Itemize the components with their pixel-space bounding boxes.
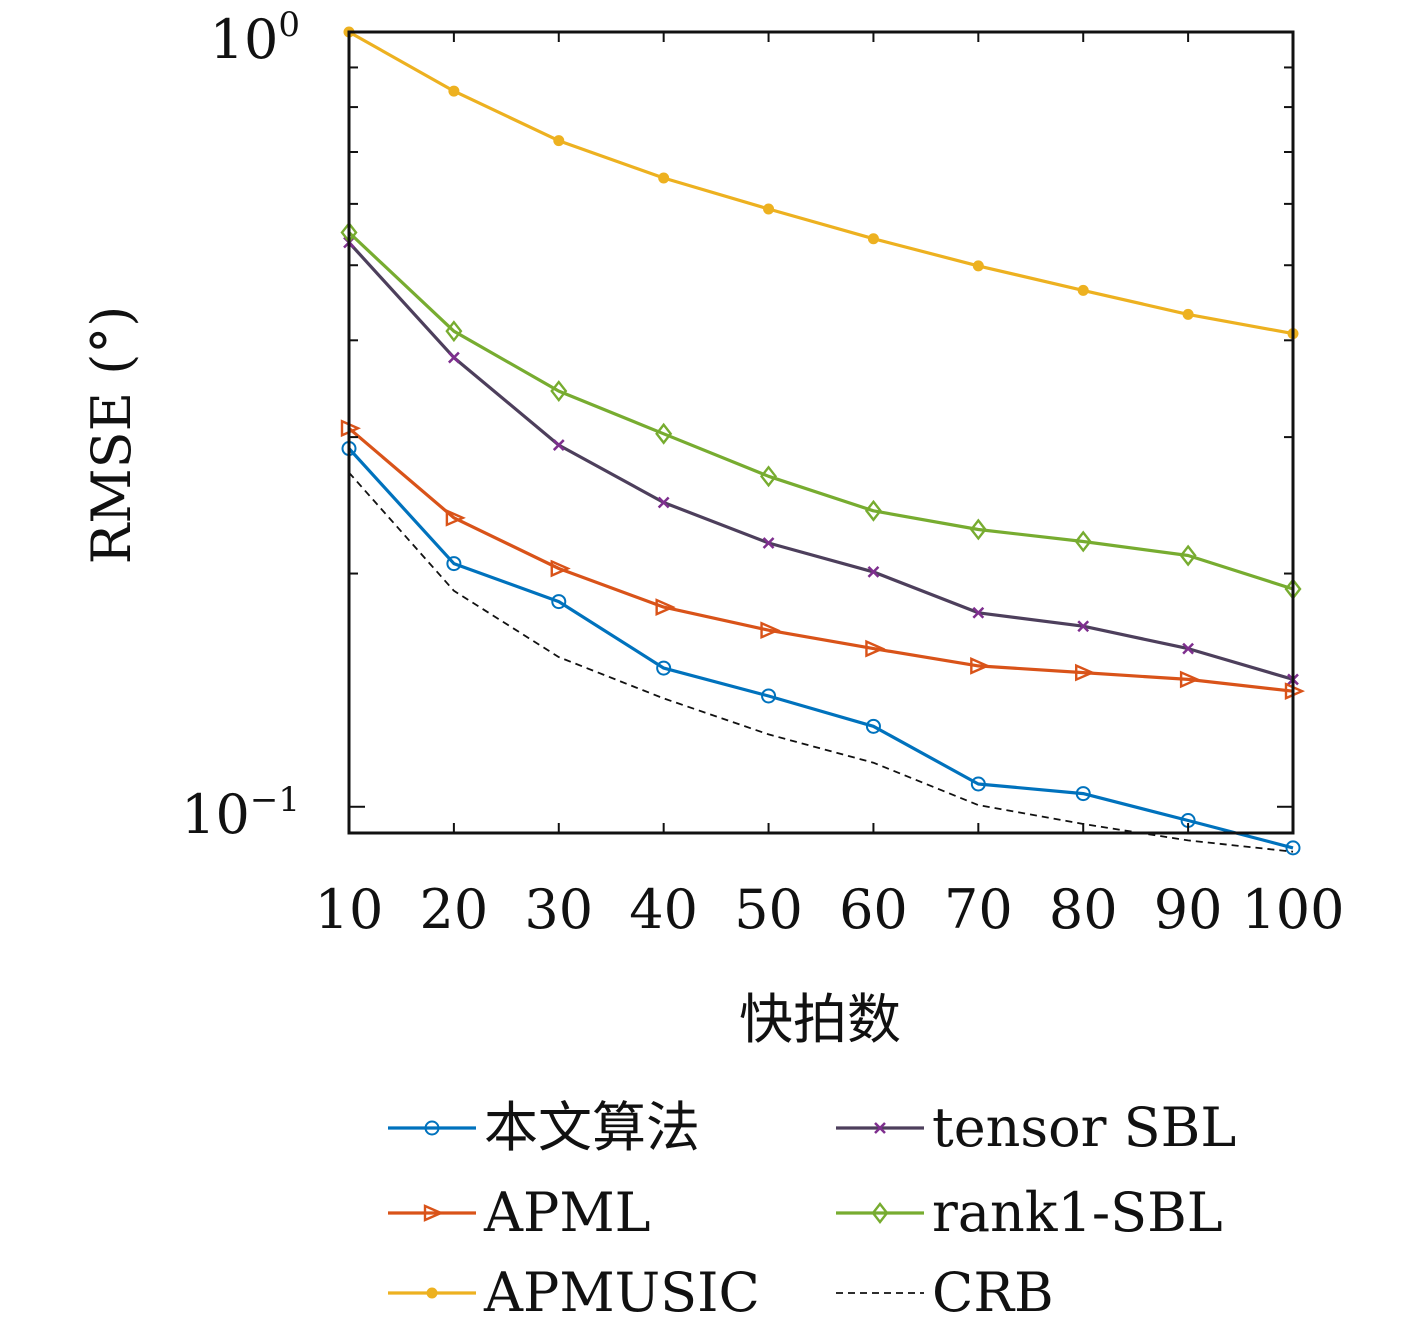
data-point [864,499,882,522]
legend-item-tensor SBL: tensor SBL [836,1096,1236,1159]
data-point [445,509,466,527]
data-point [550,559,571,578]
data-point [1285,840,1301,856]
legend: 本文算法 tensor SBL APML rank1-SBL APMUSIC CRB [388,1096,1236,1324]
series-line [347,241,1294,681]
legend-marker [426,1287,438,1299]
series-line [347,231,1294,591]
y-tick-label: 10−1 [181,780,300,846]
data-point [969,518,987,541]
data-point [1179,544,1197,567]
series-layer [340,26,1305,856]
data-point [553,135,565,147]
data-point [763,203,775,215]
series-line [348,472,1294,853]
data-point [1182,642,1194,655]
data-point [1077,284,1089,296]
legend-item-APML: APML [388,1181,650,1244]
legend-marker [871,1202,889,1224]
data-point [448,351,460,364]
x-tick-label: 40 [629,878,698,941]
data-point [760,621,781,640]
x-tick-label: 10 [315,878,384,941]
legend-marker [874,1122,886,1134]
series-line [347,427,1294,693]
data-point [970,776,986,792]
x-tick-label: 50 [734,878,803,941]
axes-layer [347,30,1295,835]
data-point [448,85,460,97]
data-point [867,233,879,245]
legend-item-APMUSIC: APMUSIC [388,1261,760,1324]
legend-item-本文算法: 本文算法 [388,1096,700,1159]
data-point [1182,308,1194,320]
data-point [552,439,565,451]
data-point [972,606,985,619]
y-axis-title: RMSE (°) [80,306,143,565]
series-rank1-SBL [340,221,1302,600]
data-point [655,598,676,616]
data-point [1077,620,1090,633]
x-tick-label: 70 [944,878,1013,941]
x-tick-label: 100 [1241,878,1344,941]
data-point [761,688,777,704]
legend-label: APML [483,1181,650,1244]
plot-area [349,32,1293,833]
axes-box [347,30,1295,835]
legend-label: rank1-SBL [932,1181,1223,1244]
x-tick-label: 90 [1154,878,1223,941]
data-point [865,718,881,734]
series-line [347,447,1294,850]
x-tick-label: 60 [839,878,908,941]
legend-marker [424,1120,440,1136]
data-point [1075,786,1091,802]
data-point [446,556,462,572]
data-point [656,660,672,676]
legend-marker [423,1204,444,1222]
data-point [1179,670,1201,689]
series-APMUSIC [343,26,1299,340]
data-point [445,320,463,343]
data-point [658,172,670,184]
x-tick-label: 30 [524,878,593,941]
data-point [970,657,991,675]
legend-label: 本文算法 [484,1096,700,1159]
data-point [760,465,778,488]
x-tick-label: 20 [420,878,489,941]
x-axis-title: 快拍数 [739,988,901,1051]
data-point [972,260,984,272]
series-CRB [348,472,1294,853]
data-point [865,639,886,658]
data-point [867,565,880,578]
legend-label: APMUSIC [483,1261,760,1324]
plot-background [349,32,1293,833]
series-本文算法 [341,441,1301,856]
series-tensor SBL [343,236,1299,686]
legend-label: CRB [932,1261,1054,1324]
tick-labels: 10 20 30 40 50 60 70 80 90 100 100 10−1 [181,5,1344,941]
data-point [550,380,568,403]
legend-label: tensor SBL [932,1096,1236,1159]
series-line [348,30,1294,336]
y-tick-label: 100 [210,5,300,71]
data-point [1075,663,1096,682]
x-tick-label: 80 [1049,878,1118,941]
data-point [762,537,775,549]
data-point [655,422,673,445]
data-point [657,496,670,509]
legend-item-rank1-SBL: rank1-SBL [836,1181,1223,1244]
legend-item-CRB: CRB [836,1261,1054,1324]
data-point [551,594,567,610]
data-point [1074,530,1092,553]
